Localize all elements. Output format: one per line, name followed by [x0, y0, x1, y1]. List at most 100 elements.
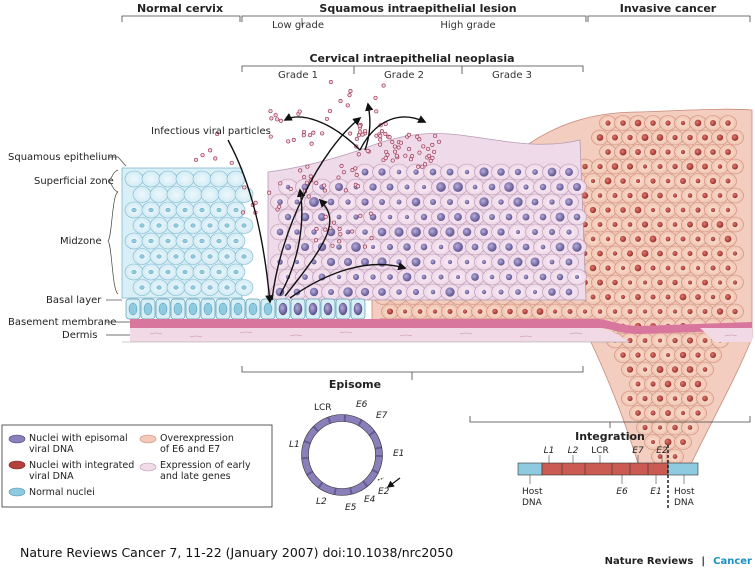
lesion-cell	[542, 193, 562, 211]
viral-particle	[215, 131, 220, 137]
integration-panel: Integration L1 L2 LCR E7 E2 E6 E1 Host D…	[469, 416, 751, 508]
invasive-cell	[636, 245, 654, 262]
integration-gene-e1: E1	[650, 487, 661, 497]
viral-particle	[277, 204, 282, 209]
episome-gene-e2: E2	[378, 487, 390, 497]
lesion-cell	[533, 178, 553, 196]
invasive-cell	[614, 347, 632, 363]
normal-cell	[226, 232, 246, 250]
viral-particle	[348, 89, 353, 94]
invasive-cell	[659, 144, 677, 160]
lesion-cell	[457, 163, 477, 181]
lesion-cell	[525, 253, 545, 271]
normal-cell	[132, 279, 152, 296]
invasive-cell	[644, 376, 662, 392]
viral-particle	[407, 147, 412, 152]
lesion-cell	[380, 268, 400, 286]
invasive-cell	[651, 390, 669, 407]
viral-particle	[343, 188, 348, 193]
viral-particle	[322, 183, 327, 188]
lesion-cell	[389, 253, 409, 271]
lesion-cell	[346, 268, 366, 286]
episome-gene-l1: L1	[289, 440, 300, 450]
normal-cell	[209, 263, 229, 281]
basal-cell	[230, 298, 246, 320]
viral-particle	[324, 116, 329, 121]
invasive-cell	[681, 390, 699, 407]
viral-particle	[193, 157, 199, 162]
lesion-cell	[440, 283, 460, 301]
tissue-labels: Infectious viral particles Squamous epit…	[8, 126, 271, 341]
normal-cell	[217, 186, 237, 203]
header-grade-3: Grade 3	[492, 70, 532, 81]
viral-particle	[368, 211, 373, 216]
lesion-cell	[491, 283, 511, 301]
brand-right: Cancer	[713, 556, 752, 567]
invasive-cell	[666, 332, 684, 349]
invasive-cell	[614, 144, 632, 160]
invasive-cell	[599, 144, 617, 160]
invasive-cell	[599, 173, 617, 189]
invasive-cell	[659, 405, 677, 421]
invasive-cell	[636, 332, 654, 349]
viral-particle	[322, 188, 327, 193]
legend-swatch-expression	[139, 462, 157, 472]
lesion-cell	[567, 238, 587, 256]
viral-particle	[353, 166, 358, 171]
episome-title: Episome	[329, 378, 381, 391]
lesion-cell	[355, 283, 375, 301]
viral-particle	[355, 184, 361, 189]
episome-gene-l2: L2	[316, 497, 327, 507]
invasive-cell	[719, 289, 737, 305]
basal-cell	[275, 298, 291, 320]
normal-cell	[183, 217, 203, 234]
invasive-cell	[666, 303, 684, 320]
lesion-tissue	[267, 133, 587, 301]
invasive-cell	[501, 303, 519, 320]
lesion-cell	[278, 178, 298, 196]
invasive-cell	[621, 274, 639, 291]
viral-particle	[403, 153, 408, 158]
invasive-cell	[644, 434, 662, 450]
invasive-cell	[711, 187, 729, 204]
lesion-cell	[474, 283, 494, 301]
normal-cell	[166, 186, 186, 203]
lesion-cell	[346, 178, 366, 196]
invasive-cell	[591, 245, 609, 262]
lesion-cell	[346, 238, 366, 256]
invasive-cell	[629, 405, 647, 421]
invasive-cell	[381, 303, 399, 320]
invasive-cell	[719, 115, 737, 131]
invasive-cell	[659, 347, 677, 363]
lesion-cell	[414, 268, 434, 286]
invasive-cell	[599, 289, 617, 305]
viral-particle	[314, 181, 319, 186]
viral-particle	[288, 186, 293, 192]
lesion-cell	[491, 223, 511, 241]
legend-swatch-episomal	[8, 434, 26, 444]
lesion-cell	[423, 283, 443, 301]
header-sil: Squamous intraepithelial lesion	[319, 2, 516, 15]
lesion-cell	[363, 208, 383, 226]
invasive-cell	[689, 115, 707, 131]
lesion-cell	[372, 283, 392, 301]
viral-particle	[268, 109, 273, 114]
viral-particle	[378, 137, 383, 142]
lesion-cell	[321, 193, 341, 211]
viral-particle	[338, 99, 343, 104]
invasive-cell	[689, 144, 707, 160]
lesion-cell	[363, 268, 383, 286]
header-invasive-cancer: Invasive cancer	[620, 2, 717, 15]
lesion-cell	[423, 223, 443, 241]
invasive-cell	[659, 434, 677, 450]
invasive-cell	[719, 144, 737, 160]
citation: Nature Reviews Cancer 7, 11-22 (January …	[20, 545, 453, 560]
integration-gene-e7: E7	[632, 446, 644, 456]
lesion-cell	[423, 163, 443, 181]
invasive-cell	[606, 158, 624, 175]
legend-episomal-line2: viral DNA	[29, 444, 74, 455]
lesion-cell	[372, 193, 392, 211]
viral-particle	[362, 128, 368, 134]
invasive-cell	[584, 231, 602, 247]
invasive-cell	[606, 245, 624, 262]
